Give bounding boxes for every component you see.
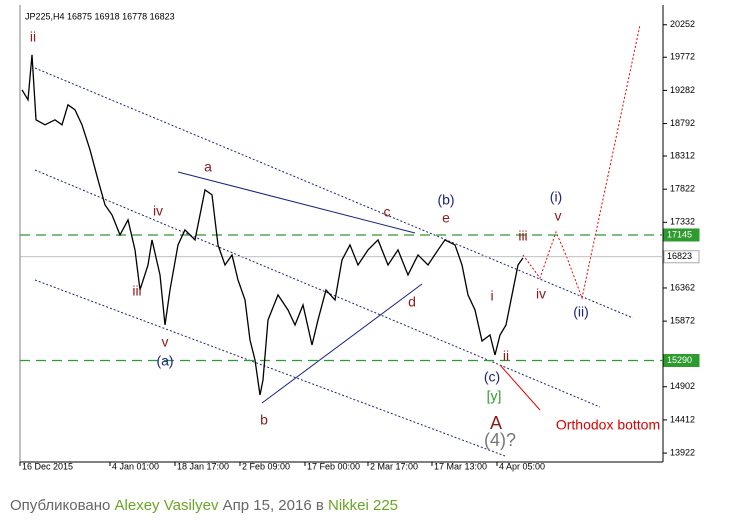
wave-label: i bbox=[490, 288, 493, 304]
wave-label: (b) bbox=[437, 192, 454, 208]
x-tick-label: 4 Apr 05:00 bbox=[499, 461, 545, 471]
channel-lines bbox=[34, 67, 634, 457]
wave-label: v bbox=[162, 334, 169, 350]
y-tick-label: 16362 bbox=[670, 282, 695, 292]
x-tick-label: 2 Feb 09:00 bbox=[242, 461, 290, 471]
wave-label: iii bbox=[132, 283, 141, 299]
triangle-lower bbox=[261, 283, 423, 404]
x-tick-label: 17 Mar 13:00 bbox=[434, 461, 487, 471]
wave-label: iv bbox=[536, 286, 546, 302]
y-tick-label: 17332 bbox=[670, 217, 695, 227]
y-tick-label: 18312 bbox=[670, 150, 695, 160]
background bbox=[0, 0, 734, 490]
x-tick-label: 2 Mar 17:00 bbox=[370, 461, 418, 471]
y-tick-label: 17822 bbox=[670, 184, 695, 194]
footer-text: Опубликовано bbox=[10, 497, 111, 514]
wave-label: iii bbox=[518, 228, 527, 244]
footer-date: Апр 15, 2016 в bbox=[222, 497, 324, 514]
level-line-label: 15290 bbox=[667, 355, 692, 365]
wave-label: b bbox=[260, 412, 268, 428]
level-line-box bbox=[663, 354, 700, 368]
wave-label: ii bbox=[503, 348, 509, 364]
last-price-box bbox=[663, 250, 700, 264]
channel-upper bbox=[34, 67, 634, 319]
chart: JP225,H4 16875 16918 16778 16823 20252 19… bbox=[0, 0, 734, 490]
last-price-label: 16823 bbox=[667, 251, 692, 261]
y-tick-label: 19772 bbox=[670, 52, 695, 62]
level-line-box bbox=[663, 228, 700, 242]
x-tick-label: 17 Feb 00:00 bbox=[307, 461, 360, 471]
wave-label: c bbox=[384, 204, 391, 220]
x-tick-label: 16 Dec 2015 bbox=[22, 461, 73, 471]
wave-label: Orthodox bottom bbox=[556, 417, 660, 433]
x-tick-label: 18 Jan 17:00 bbox=[177, 461, 229, 471]
price-line bbox=[21, 54, 524, 396]
wave-label: e bbox=[442, 210, 450, 226]
wave-label: A bbox=[490, 413, 502, 433]
wave-label: (i) bbox=[550, 189, 562, 205]
y-tick-label: 20252 bbox=[670, 19, 695, 29]
wave-label: (a) bbox=[156, 353, 173, 369]
orthodox-arrow bbox=[499, 364, 541, 411]
wave-label: v bbox=[555, 208, 562, 224]
wave-label: a bbox=[204, 159, 212, 175]
market[interactable]: Nikkei 225 bbox=[327, 497, 399, 514]
level-line-label: 17145 bbox=[667, 229, 692, 239]
y-tick-label: 18792 bbox=[670, 118, 695, 128]
projection bbox=[522, 24, 641, 300]
wave-label: (4)? bbox=[484, 430, 516, 450]
wave-label: [y] bbox=[487, 388, 502, 404]
author[interactable]: Alexey Vasilyev bbox=[114, 497, 219, 514]
wave-label: ii bbox=[30, 29, 36, 45]
wave-label: d bbox=[408, 294, 416, 310]
y-tick-label: 14412 bbox=[670, 414, 695, 424]
x-tick-label: 4 Jan 01:00 bbox=[112, 461, 159, 471]
y-tick-label: 15872 bbox=[670, 315, 695, 325]
wave-label: (ii) bbox=[573, 304, 589, 320]
y-tick-label: 14902 bbox=[670, 381, 695, 391]
wave-label: (c) bbox=[484, 369, 500, 385]
wave-label: iv bbox=[153, 203, 163, 219]
y-tick-label: 19282 bbox=[670, 85, 695, 95]
triangle-upper bbox=[177, 171, 416, 234]
y-tick-label: 13922 bbox=[670, 447, 695, 457]
symbol-header: JP225,H4 16875 16918 16778 16823 bbox=[25, 11, 175, 21]
footer: Опубликовано Alexey Vasilyev Апр 15, 201… bbox=[10, 497, 398, 514]
